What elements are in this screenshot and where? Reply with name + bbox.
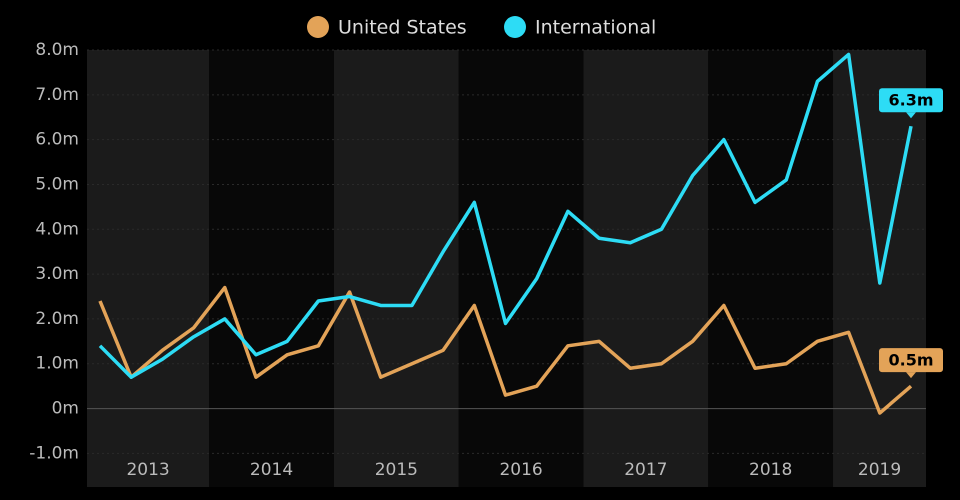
value-label-pointer (906, 372, 916, 379)
year-band (458, 50, 584, 487)
value-label-bg (879, 348, 943, 373)
legend-label: International (535, 17, 656, 39)
legend-swatch (307, 16, 329, 38)
y-tick-label: 0m (52, 399, 79, 419)
y-tick-label: 6.0m (35, 130, 79, 150)
x-tick-label: 2015 (375, 460, 418, 480)
year-band (583, 50, 709, 487)
y-tick-label: -1.0m (29, 443, 79, 463)
legend-label: United States (338, 17, 467, 39)
x-tick-label: 2019 (858, 460, 901, 480)
series-line (98, 52, 913, 379)
y-tick-label: 4.0m (35, 219, 79, 239)
series-line (98, 285, 913, 415)
y-tick-label: 8.0m (35, 40, 79, 60)
y-tick-label: 2.0m (35, 309, 79, 329)
year-band (209, 50, 334, 487)
y-tick-label: 3.0m (35, 264, 79, 284)
x-tick-label: 2014 (250, 460, 293, 480)
x-tick-label: 2018 (749, 460, 792, 480)
year-band (87, 50, 210, 487)
y-tick-label: 7.0m (35, 85, 79, 105)
year-band (333, 50, 459, 487)
x-tick-label: 2013 (126, 460, 169, 480)
legend-swatch (504, 16, 526, 38)
year-band (708, 50, 834, 487)
value-label-text: 0.5m (888, 351, 933, 370)
y-tick-label: 5.0m (35, 174, 79, 194)
x-tick-label: 2017 (624, 460, 667, 480)
x-tick-label: 2016 (499, 460, 542, 480)
value-label-bg (879, 88, 943, 113)
value-label-pointer (906, 112, 916, 119)
y-tick-label: 1.0m (35, 354, 79, 374)
value-label-text: 6.3m (888, 91, 933, 110)
value-label: 0.5m (879, 348, 943, 379)
value-label: 6.3m (879, 88, 943, 119)
